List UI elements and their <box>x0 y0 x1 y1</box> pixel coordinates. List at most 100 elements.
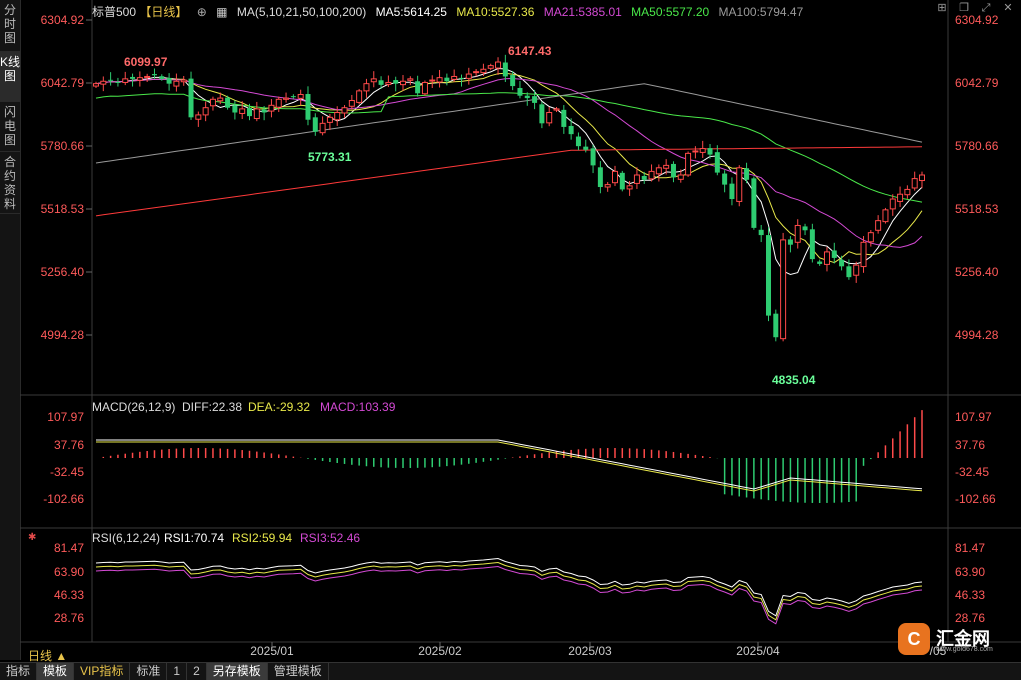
candle-body <box>919 174 925 182</box>
bottom-tab-4[interactable]: 1 <box>167 663 188 680</box>
logo-url: www.gold678.com <box>936 646 993 653</box>
gold678-logo: C 汇金网 www.gold678.com <box>898 620 1016 658</box>
candle-body <box>239 108 246 114</box>
macd-tick-label: -32.45 <box>955 465 989 479</box>
macd-tick-label: 37.76 <box>54 438 84 452</box>
rsi-tick-label: 28.76 <box>54 611 84 625</box>
candle-body <box>568 125 574 135</box>
candle-body <box>458 77 464 79</box>
candle-body <box>151 74 157 76</box>
candle-body <box>495 61 502 69</box>
macd-tick-label: -32.45 <box>50 465 84 479</box>
candle-body <box>714 152 720 173</box>
candle-body <box>319 122 326 134</box>
price-tick-label: 5256.40 <box>41 265 85 279</box>
candle-body <box>604 184 611 188</box>
price-tick-label: 6042.79 <box>955 76 999 90</box>
logo-text: 汇金网 <box>936 629 990 649</box>
candle-body <box>502 62 508 77</box>
candle-body <box>407 78 414 81</box>
bottom-tab-1[interactable]: 模板 <box>37 663 75 680</box>
candle-body <box>692 150 699 153</box>
candle-body <box>561 109 567 127</box>
close-icon[interactable]: ✕ <box>1003 2 1013 14</box>
candle-body <box>685 152 692 176</box>
price-tick-label: 5256.40 <box>955 265 999 279</box>
macd-histogram <box>102 410 923 503</box>
date-tick-label: /05 <box>930 644 947 658</box>
candle-body <box>510 75 516 87</box>
candle-body <box>378 80 384 85</box>
period-tag[interactable]: 【日线】 <box>139 5 188 19</box>
candle-body <box>524 95 530 99</box>
bottom-tab-2[interactable]: VIP指标 <box>74 663 131 680</box>
price-annotation: 5773.31 <box>308 150 352 164</box>
candle-body <box>290 96 296 98</box>
price-annotation: 4835.04 <box>772 373 816 387</box>
candle-body <box>546 112 553 124</box>
date-axis: 2025/01 2025/02 2025/03 2025/04/05 <box>250 642 947 658</box>
candle-body <box>217 97 224 102</box>
candle-body <box>699 148 706 153</box>
settings-icon[interactable]: ⊕ <box>196 5 207 19</box>
candle-body <box>415 81 421 94</box>
candle-body <box>144 75 151 78</box>
candle-body <box>356 90 363 103</box>
bottom-tab-5[interactable]: 2 <box>187 663 207 680</box>
rsi-tick-label: 81.47 <box>54 541 84 555</box>
tab-flash[interactable]: 闪电图 <box>0 102 20 152</box>
rsi3-line <box>95 565 923 625</box>
candle-body <box>590 148 596 166</box>
maximize-icon[interactable]: ⤢ <box>981 2 991 14</box>
candle-body <box>480 68 487 74</box>
candle-body <box>115 81 121 83</box>
period-selector[interactable]: 日线 ▲ <box>28 649 68 663</box>
rsi2-line <box>95 561 923 621</box>
tab-contract-info[interactable]: 合约资料 <box>0 152 20 214</box>
candle-body <box>729 183 735 200</box>
ma100-value: MA100:5794.47 <box>718 5 804 19</box>
bottom-tab-3[interactable]: 标准 <box>130 663 168 680</box>
candle-body <box>817 261 823 264</box>
ma50-line <box>95 92 923 203</box>
bottom-tab-7[interactable]: 管理模板 <box>268 663 329 680</box>
candle-body <box>641 175 647 180</box>
price-header: 标普500 【日线】 ⊕ ▦ MA(5,10,21,50,100,200) MA… <box>92 3 809 20</box>
candle-body <box>283 97 290 100</box>
rsi-tick-label: 63.90 <box>54 565 84 579</box>
ma10-value: MA10:5527.36 <box>456 5 535 19</box>
rsi-tick-label: 28.76 <box>955 611 985 625</box>
candle-body <box>846 266 852 278</box>
candle-body <box>195 114 202 120</box>
chart-type-icon[interactable]: ▦ <box>216 5 228 19</box>
price-tick-label: 5780.66 <box>41 139 85 153</box>
candle-body <box>436 77 443 83</box>
candle-body <box>633 174 640 184</box>
price-tick-label: 5518.53 <box>41 202 85 216</box>
kline-chart[interactable]: 6304.92 6042.79 5780.66 5518.53 5256.40 4994.… <box>0 0 1021 660</box>
candle-body <box>648 170 655 180</box>
candle-body <box>765 235 771 316</box>
candle-body <box>736 167 743 202</box>
candle-body <box>875 220 882 231</box>
bottom-tab-6[interactable]: 另存模板 <box>206 663 268 680</box>
tab-intraday[interactable]: 分时图 <box>0 0 20 52</box>
bottom-tab-0[interactable]: 指标 <box>0 663 38 680</box>
candle-body <box>93 83 99 87</box>
symbol-name: 标普500 <box>92 5 137 19</box>
candle-body <box>839 259 845 267</box>
candle-body <box>385 81 392 85</box>
rsi-marker-icon: ✱ <box>28 532 36 543</box>
candle-body <box>209 98 216 107</box>
grid-icon[interactable]: ⊞ <box>937 2 947 14</box>
tab-kline[interactable]: K线图 <box>0 52 20 102</box>
sidebar: 分时图 K线图 闪电图 合约资料 <box>0 0 21 660</box>
candle-body <box>180 79 187 83</box>
candle-body <box>802 226 808 231</box>
candle-body <box>268 104 275 112</box>
restore-icon[interactable]: ❐ <box>959 2 969 14</box>
candle-body <box>882 209 889 223</box>
candle-body <box>867 232 874 243</box>
candle-body <box>889 198 896 210</box>
rsi-label: RSI(6,12,24) <box>92 531 160 545</box>
